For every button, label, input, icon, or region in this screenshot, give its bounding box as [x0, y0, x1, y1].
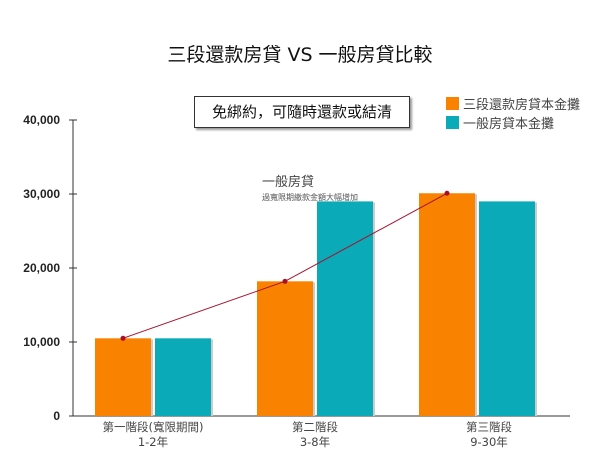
trend-point: [282, 278, 288, 284]
legend-swatch-teal: [446, 116, 459, 129]
x-category-label: 第一階段(寬限期間): [103, 420, 204, 434]
y-tick-label: 0: [53, 409, 60, 423]
y-tick-label: 20,000: [23, 261, 60, 275]
x-category-sublabel: 3-8年: [300, 435, 330, 449]
bar-three-stage: [419, 193, 475, 416]
trend-point: [444, 190, 450, 196]
bar-three-stage: [95, 338, 151, 416]
legend-item-general: 一般房貸本金攤: [446, 113, 580, 132]
note-box: 免綁約，可隨時還款或結清: [194, 96, 410, 128]
y-tick-label: 10,000: [23, 335, 60, 349]
x-category-sublabel: 9-30年: [470, 435, 508, 449]
chart-title: 三段還款房貸 VS 一般房貸比較: [167, 44, 433, 66]
legend-swatch-orange: [446, 97, 459, 110]
x-category-label: 第二階段: [292, 420, 338, 434]
bar-general: [317, 201, 373, 416]
bar-general: [479, 201, 535, 416]
trend-point: [120, 335, 126, 341]
annotation-general-sub: 過寬限期繳款金額大幅增加: [262, 193, 358, 202]
legend-item-three-stage: 三段還款房貸本金攤: [446, 94, 580, 113]
bar-three-stage: [257, 281, 313, 416]
legend-label: 一般房貸本金攤: [463, 117, 555, 132]
y-tick-label: 40,000: [23, 113, 60, 127]
x-category-sublabel: 1-2年: [138, 435, 168, 449]
x-category-label: 第三階段: [466, 420, 512, 434]
legend: 三段還款房貸本金攤 一般房貸本金攤: [446, 94, 580, 132]
y-tick-label: 30,000: [23, 187, 60, 201]
annotation-general-title: 一般房貸: [262, 175, 315, 190]
legend-label: 三段還款房貸本金攤: [463, 98, 581, 113]
bar-general: [155, 338, 211, 416]
